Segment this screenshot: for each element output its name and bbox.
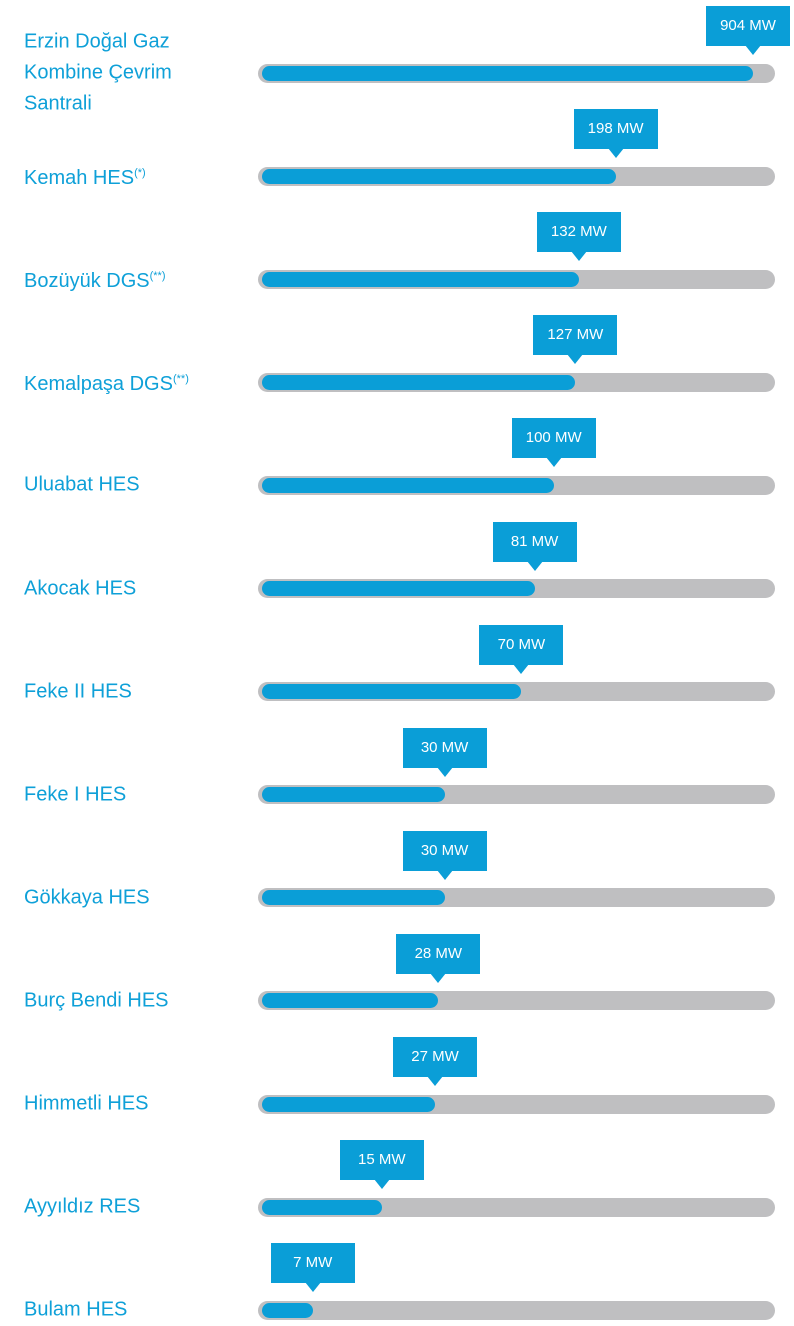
bar-track	[258, 991, 775, 1011]
value-label: 198 MW	[573, 109, 658, 150]
bar-track	[258, 1094, 775, 1114]
category-label: Gökkaya HES	[24, 882, 239, 913]
footnote-mark: (**)	[149, 270, 166, 283]
bar-track	[258, 1197, 775, 1217]
category-label: Ayyıldız RES	[24, 1192, 239, 1223]
bar	[262, 581, 535, 596]
value-label: 70 MW	[479, 624, 564, 665]
callout-pointer	[436, 869, 453, 880]
category-label: Bozüyük DGS(**)	[24, 261, 239, 297]
bar-track	[258, 1300, 775, 1320]
bar-track	[258, 166, 775, 186]
callout-pointer	[430, 972, 447, 983]
category-label: Burç Bendi HES	[24, 985, 239, 1016]
callout-pointer	[373, 1179, 390, 1190]
bar-track	[258, 63, 775, 83]
category-name: Feke I HES	[24, 783, 127, 806]
callout-pointer	[745, 45, 762, 55]
category-label: Akocak HES	[24, 573, 239, 604]
category-name: Kemalpaşa DGS	[24, 373, 173, 396]
callout-pointer	[567, 354, 584, 365]
callout-pointer	[304, 1282, 321, 1293]
footnote-mark: (*)	[134, 167, 146, 180]
callout-pointer	[570, 251, 587, 262]
value-label: 132 MW	[536, 212, 621, 253]
category-label: Uluabat HES	[24, 470, 239, 501]
category-name: Himmetli HES	[24, 1092, 149, 1115]
bar-track	[258, 372, 775, 392]
callout-pointer	[607, 148, 624, 159]
category-name: Kemah HES	[24, 167, 135, 190]
value-label: 904 MW	[706, 6, 790, 46]
value-label: 30 MW	[402, 830, 487, 871]
category-name: Feke II HES	[24, 680, 132, 703]
category-name: Ayyıldız RES	[24, 1195, 141, 1218]
bar	[262, 684, 522, 700]
category-label: Kemah HES(*)	[24, 158, 239, 194]
category-label: Bulam HES	[24, 1295, 239, 1326]
bar	[262, 1302, 313, 1318]
category-name: Bulam HES	[24, 1298, 128, 1321]
bar-track	[258, 475, 775, 495]
bar-track	[258, 888, 775, 908]
category-name: Akocak HES	[24, 577, 137, 599]
callout-pointer	[427, 1076, 444, 1086]
bar-track	[258, 269, 775, 289]
callout-pointer	[545, 457, 562, 468]
category-name: Burç Bendi HES	[24, 989, 169, 1012]
value-label: 30 MW	[402, 727, 487, 768]
callout-pointer	[526, 560, 543, 571]
category-label: Feke I HES	[24, 779, 239, 810]
bar	[262, 374, 576, 390]
bar	[262, 1096, 436, 1112]
value-label: 100 MW	[511, 418, 596, 459]
value-label: 81 MW	[492, 521, 577, 562]
bar	[262, 271, 579, 287]
bar	[262, 787, 445, 803]
bar	[262, 477, 554, 493]
category-label: Erzin Doğal Gaz Kombine Çevrim Santrali	[24, 27, 239, 120]
category-label: Feke II HES	[24, 676, 239, 707]
bar	[262, 168, 616, 184]
callout-pointer	[436, 766, 453, 777]
bar-track	[258, 579, 775, 598]
category-name: Erzin Doğal Gaz Kombine Çevrim Santrali	[24, 30, 172, 115]
category-name: Gökkaya HES	[24, 886, 150, 909]
value-label: 127 MW	[533, 315, 618, 356]
category-label: Kemalpaşa DGS(**)	[24, 364, 239, 400]
bar	[262, 890, 445, 906]
category-name: Bozüyük DGS	[24, 270, 150, 293]
bar	[262, 993, 439, 1009]
bar	[262, 1199, 382, 1215]
bar-track	[258, 682, 775, 702]
value-label: 7 MW	[270, 1243, 355, 1284]
value-label: 28 MW	[396, 933, 481, 974]
value-label: 15 MW	[339, 1140, 424, 1181]
bar	[262, 65, 754, 81]
category-name: Uluabat HES	[24, 473, 140, 496]
callout-pointer	[513, 663, 530, 674]
bar-track	[258, 785, 775, 805]
value-label: 27 MW	[393, 1037, 478, 1077]
category-label: Himmetli HES	[24, 1089, 239, 1120]
footnote-mark: (**)	[172, 373, 189, 386]
